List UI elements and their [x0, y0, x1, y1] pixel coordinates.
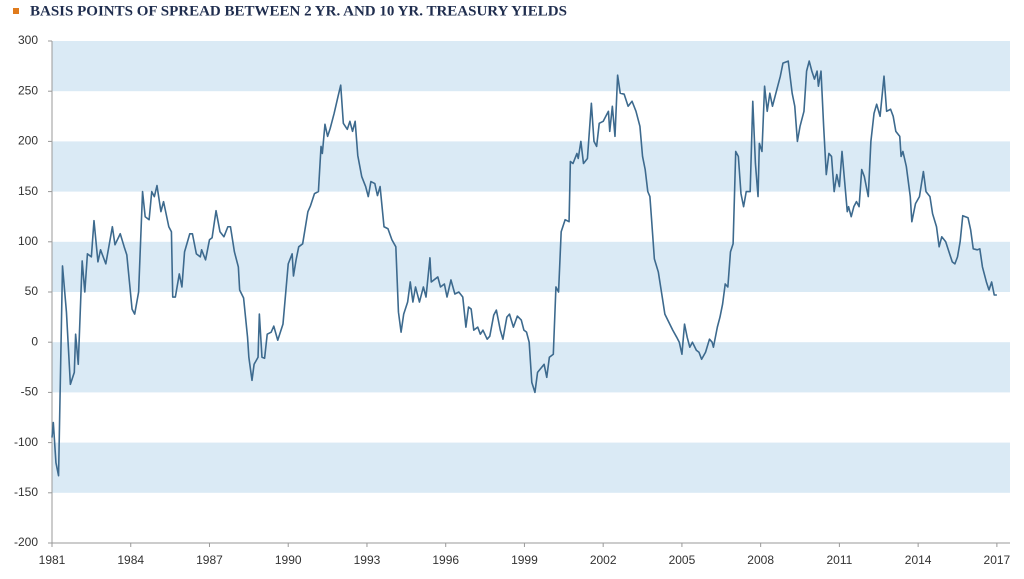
- x-tick-label: 1996: [432, 553, 459, 567]
- grid-band: [52, 442, 1010, 493]
- x-tick-label: 2008: [747, 553, 774, 567]
- line: [51, 60, 997, 477]
- y-tick-label: 100: [18, 234, 38, 248]
- y-tick-label: -200: [14, 535, 38, 549]
- x-tick-label: 1987: [196, 553, 223, 567]
- y-tick-label: 300: [18, 33, 38, 47]
- x-tick-label: 1984: [117, 553, 144, 567]
- x-tick-label: 1990: [275, 553, 302, 567]
- x-tick-label: 1993: [354, 553, 381, 567]
- grid-band: [52, 241, 1010, 292]
- y-tick-label: -150: [14, 485, 38, 499]
- x-tick-label: 2017: [984, 553, 1011, 567]
- x-tick-label: 1999: [511, 553, 538, 567]
- y-tick-label: 50: [25, 284, 39, 298]
- x-tick-label: 2002: [590, 553, 617, 567]
- chart-title: BASIS POINTS OF SPREAD BETWEEN 2 YR. AND…: [30, 3, 567, 19]
- x-tick-label: 2014: [905, 553, 932, 567]
- y-tick-label: 250: [18, 83, 38, 97]
- x-tick-label: 2011: [826, 553, 852, 567]
- y-tick-label: 0: [31, 334, 38, 348]
- y-tick-label: -50: [21, 385, 39, 399]
- x-tick-label: 1981: [39, 553, 66, 567]
- grid-band: [52, 41, 1010, 92]
- y-tick-label: 200: [18, 134, 38, 148]
- y-tick-label: 150: [18, 184, 38, 198]
- x-tick-label: 2005: [669, 553, 696, 567]
- title-marker: [13, 8, 19, 14]
- grid-band: [52, 141, 1010, 192]
- y-tick-label: -100: [14, 435, 38, 449]
